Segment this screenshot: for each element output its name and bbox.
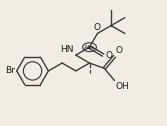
Text: OH: OH (116, 82, 129, 90)
Text: O: O (94, 23, 101, 32)
Text: Abs: Abs (84, 45, 95, 50)
Ellipse shape (82, 43, 96, 52)
Text: O: O (105, 51, 112, 60)
Text: O: O (116, 46, 123, 55)
Text: Br: Br (5, 66, 15, 75)
Text: HN: HN (60, 45, 74, 54)
